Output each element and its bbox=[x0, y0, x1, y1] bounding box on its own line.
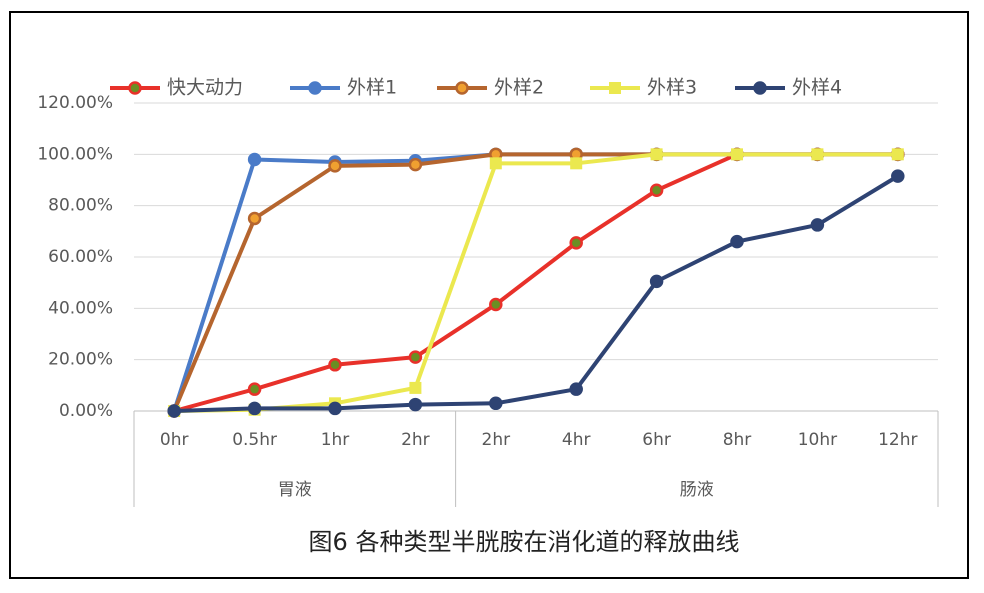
marker bbox=[408, 350, 423, 364]
x-tick-label: 2hr bbox=[401, 430, 430, 450]
legend-marker bbox=[753, 81, 767, 95]
y-tick-label: 60.00% bbox=[48, 247, 113, 267]
marker bbox=[891, 169, 905, 183]
x-tick-label: 6hr bbox=[642, 430, 671, 450]
legend-label: 外样3 bbox=[647, 77, 697, 99]
marker bbox=[569, 236, 583, 250]
y-tick-label: 40.00% bbox=[48, 298, 113, 318]
marker bbox=[569, 382, 583, 396]
marker bbox=[328, 401, 342, 416]
legend-label: 外样1 bbox=[347, 77, 397, 99]
legend-marker bbox=[609, 82, 621, 94]
marker bbox=[247, 382, 262, 396]
marker bbox=[810, 218, 825, 232]
x-tick-label: 0hr bbox=[160, 430, 189, 450]
marker bbox=[247, 211, 262, 226]
x-tick-label: 0.5hr bbox=[232, 430, 277, 450]
legend-marker bbox=[128, 81, 142, 95]
marker bbox=[328, 358, 342, 372]
marker bbox=[891, 148, 904, 161]
marker bbox=[649, 274, 664, 289]
marker bbox=[650, 148, 663, 161]
marker bbox=[408, 397, 423, 412]
legend-label: 外样2 bbox=[494, 77, 544, 99]
legend-label: 快大动力 bbox=[167, 77, 243, 99]
y-tick-label: 100.00% bbox=[37, 144, 113, 164]
marker bbox=[730, 234, 744, 249]
x-tick-label: 10hr bbox=[798, 430, 837, 450]
x-tick-label: 2hr bbox=[482, 430, 511, 450]
marker bbox=[408, 157, 423, 172]
y-tick-label: 80.00% bbox=[48, 196, 113, 216]
x-tick-label: 1hr bbox=[321, 430, 350, 450]
x-tick-label: 8hr bbox=[723, 430, 752, 450]
chart-title: 图6 各种类型半胱胺在消化道的释放曲线 bbox=[309, 528, 740, 556]
marker bbox=[489, 157, 502, 170]
y-tick-label: 120.00% bbox=[37, 93, 113, 113]
marker bbox=[247, 152, 262, 167]
marker bbox=[489, 297, 503, 312]
legend-label: 外样4 bbox=[792, 77, 842, 99]
x-tick-label: 4hr bbox=[562, 430, 591, 450]
series-line bbox=[174, 174, 899, 413]
group-label: 胃液 bbox=[278, 480, 312, 500]
marker bbox=[247, 401, 262, 416]
marker bbox=[731, 148, 743, 161]
frame bbox=[9, 11, 969, 579]
marker bbox=[811, 148, 824, 161]
marker bbox=[489, 396, 503, 411]
group-label: 肠液 bbox=[680, 480, 714, 500]
marker bbox=[570, 157, 583, 170]
legend-marker bbox=[308, 81, 322, 95]
marker bbox=[649, 183, 664, 198]
x-tick-label: 12hr bbox=[878, 430, 917, 450]
legend-marker bbox=[455, 81, 469, 95]
y-tick-label: 20.00% bbox=[48, 350, 113, 370]
marker bbox=[328, 159, 342, 173]
marker bbox=[409, 381, 422, 394]
marker bbox=[167, 404, 181, 418]
y-tick-label: 0.00% bbox=[59, 401, 113, 421]
